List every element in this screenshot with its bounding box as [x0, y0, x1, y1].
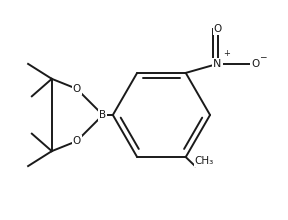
- Text: N: N: [213, 59, 222, 69]
- Text: O: O: [213, 24, 222, 34]
- Text: +: +: [223, 49, 230, 58]
- Text: O: O: [73, 84, 81, 94]
- Text: B: B: [99, 110, 107, 120]
- Text: −: −: [259, 52, 266, 61]
- Text: O: O: [73, 136, 81, 146]
- Text: CH₃: CH₃: [195, 156, 214, 166]
- Text: O: O: [251, 59, 259, 69]
